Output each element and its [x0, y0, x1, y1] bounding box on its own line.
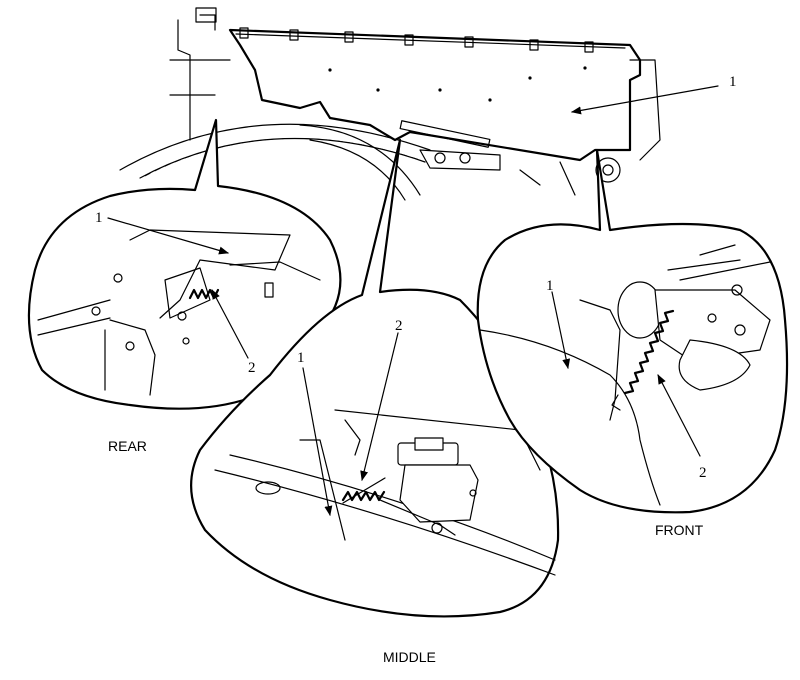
caption-rear: REAR: [108, 438, 147, 454]
middle-detail-view: [190, 138, 560, 618]
callout-middle-spring: 2: [395, 318, 403, 334]
front-spring-illustration: [611, 309, 675, 411]
callout-main-part: 1: [729, 74, 737, 90]
callout-front-spring: 2: [699, 465, 707, 481]
front-detail-view: [476, 148, 789, 514]
caption-front: FRONT: [655, 522, 704, 538]
caption-middle: MIDDLE: [383, 649, 436, 665]
callout-rear-part: 1: [95, 210, 103, 226]
callout-front-part: 1: [546, 278, 554, 294]
callout-middle-part: 1: [297, 350, 305, 366]
middle-spring-illustration: [341, 477, 386, 504]
callout-rear-spring: 2: [248, 360, 256, 376]
main-assembly-illustration: [119, 7, 661, 201]
leader-arrows: [107, 85, 719, 516]
